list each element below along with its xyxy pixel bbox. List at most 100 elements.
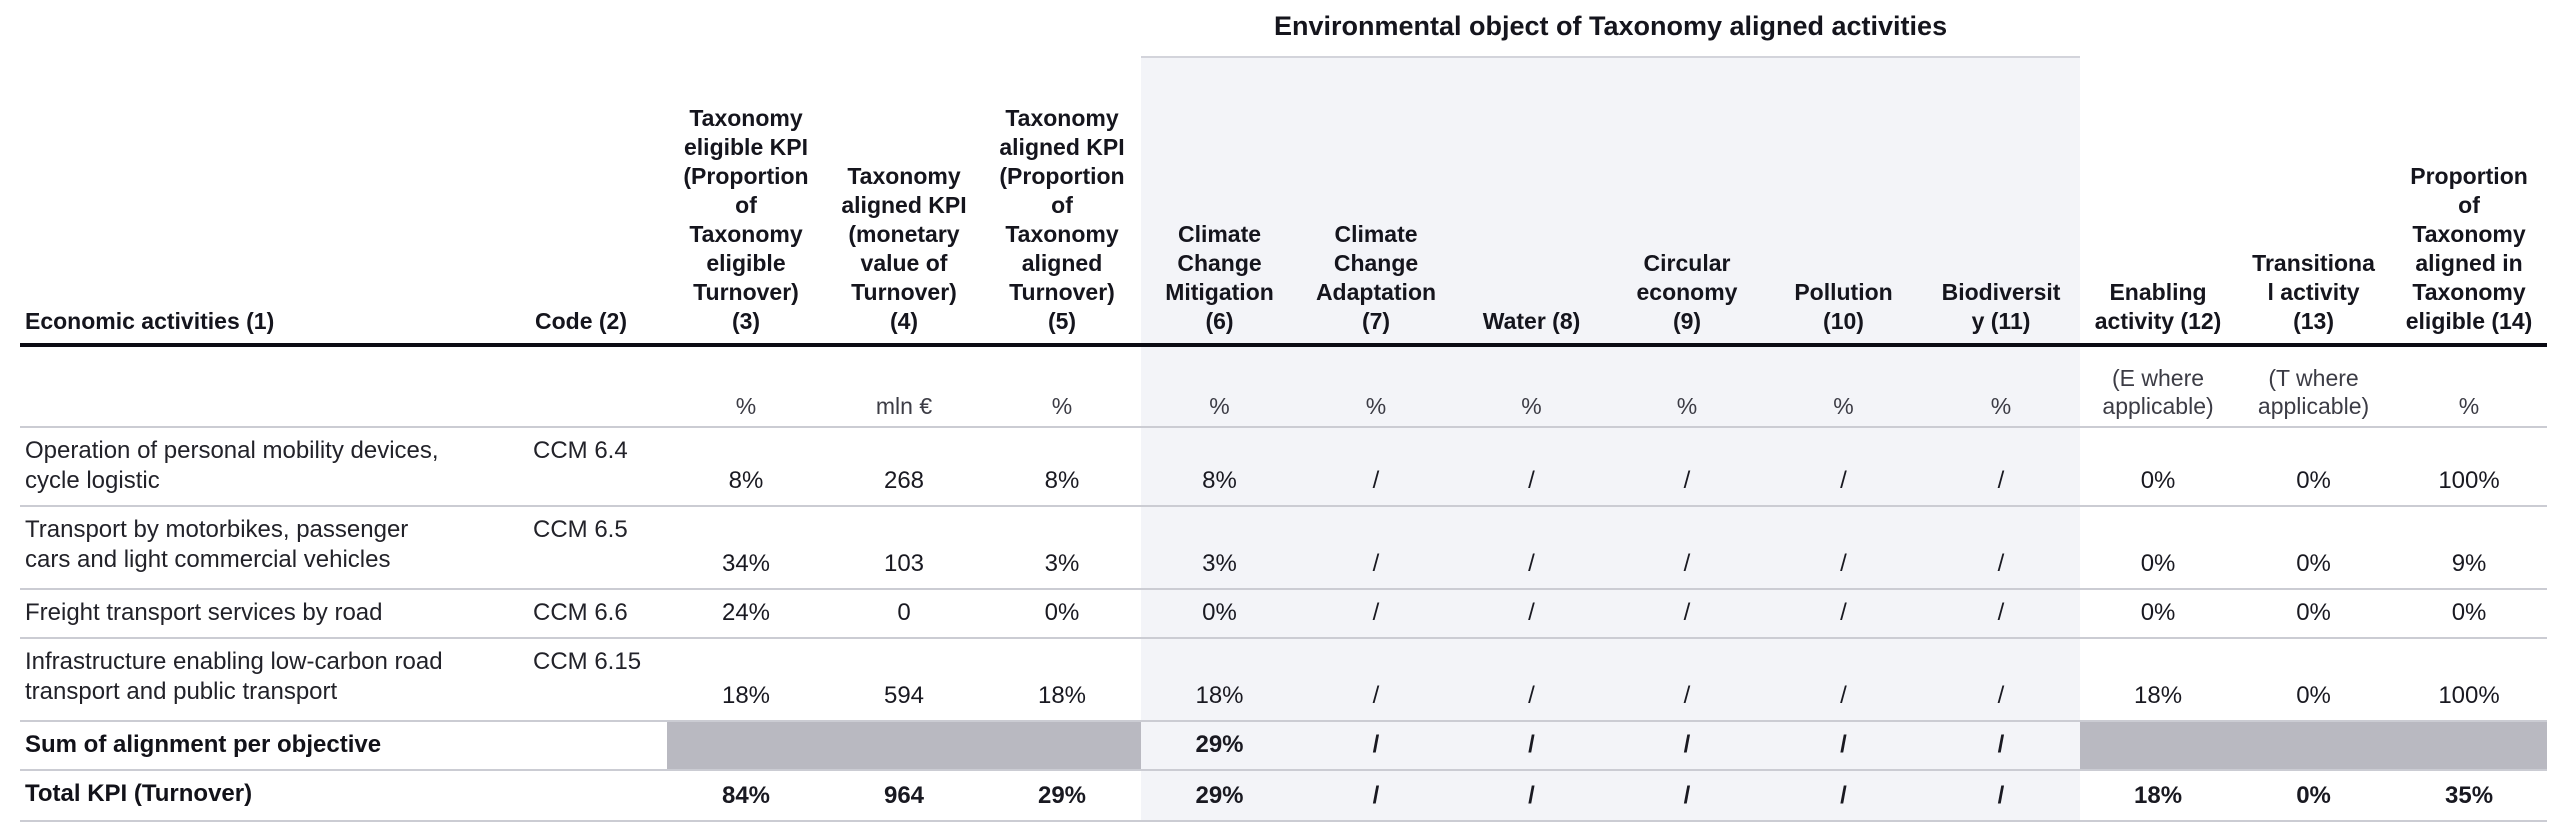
- aligned-kpi-pct-value: 18%: [983, 638, 1141, 722]
- aligned-kpi-pct-value: 8%: [983, 427, 1141, 507]
- transitional-activity-value: 0%: [2236, 638, 2392, 722]
- aligned-kpi-monetary-value: 103: [825, 506, 983, 590]
- total-row-code-cell: [530, 770, 667, 822]
- unit-activity: [20, 345, 530, 428]
- eligible-kpi-value: 24%: [667, 589, 825, 639]
- total-cca-value: /: [1298, 770, 1454, 822]
- blocked-cell-aligned-kpi-pct: [983, 721, 1141, 771]
- ccm-value: 8%: [1141, 427, 1298, 507]
- sum-circular-economy-value: /: [1609, 721, 1765, 771]
- unit-circular: %: [1609, 345, 1765, 428]
- total-kpi-row: Total KPI (Turnover) 84% 964 29% 29% / /…: [20, 770, 2548, 822]
- transitional-activity-value: 0%: [2236, 506, 2392, 590]
- header-economic-activities: Economic activities (1): [20, 57, 530, 347]
- blocked-cell-aligned-kpi-value: [825, 721, 983, 771]
- sum-ccm-value: 29%: [1141, 721, 1298, 771]
- taxonomy-kpi-table: Environmental object of Taxonomy aligned…: [20, 0, 2548, 822]
- environmental-objectives-group-title: Environmental object of Taxonomy aligned…: [1141, 0, 2081, 58]
- sum-water-value: /: [1454, 721, 1609, 771]
- unit-aligned-kpi-pct: %: [983, 345, 1141, 428]
- unit-proportion-eligible: %: [2391, 345, 2548, 428]
- header-enabling-activity: Enabling activity (12): [2080, 57, 2237, 347]
- total-transitional-activity-value: 0%: [2236, 770, 2392, 822]
- circular-economy-value: /: [1609, 427, 1765, 507]
- header-taxonomy-aligned-kpi-value: Taxonomy aligned KPI (monetary value of …: [825, 57, 983, 347]
- aligned-kpi-monetary-value: 594: [825, 638, 983, 722]
- enabling-activity-value: 0%: [2080, 506, 2237, 590]
- unit-code: [530, 345, 667, 428]
- sum-of-alignment-row: Sum of alignment per objective 29% / / /…: [20, 721, 2548, 771]
- activity-name: Operation of personal mobility devices, …: [20, 427, 530, 507]
- group-title-spacer-left: [20, 0, 1141, 57]
- header-biodiversity: Biodiversit y (11): [1922, 57, 2081, 347]
- sum-row-label: Sum of alignment per objective: [20, 721, 530, 771]
- ccm-value: 3%: [1141, 506, 1298, 590]
- aligned-kpi-pct-value: 3%: [983, 506, 1141, 590]
- header-proportion-aligned-in-eligible: Proportion of Taxonomy aligned in Taxono…: [2391, 57, 2548, 347]
- total-enabling-activity-value: 18%: [2080, 770, 2237, 822]
- activity-code: CCM 6.5: [530, 506, 667, 590]
- proportion-eligible-value: 100%: [2391, 638, 2548, 722]
- circular-economy-value: /: [1609, 506, 1765, 590]
- ccm-value: 0%: [1141, 589, 1298, 639]
- water-value: /: [1454, 506, 1609, 590]
- header-pollution: Pollution (10): [1765, 57, 1922, 347]
- blocked-cell-proportion-eligible: [2391, 721, 2548, 771]
- table-row-ccm-6-6: Freight transport services by road CCM 6…: [20, 589, 2548, 639]
- header-water: Water (8): [1454, 57, 1609, 347]
- aligned-kpi-monetary-value: 268: [825, 427, 983, 507]
- proportion-eligible-value: 9%: [2391, 506, 2548, 590]
- enabling-activity-value: 18%: [2080, 638, 2237, 722]
- aligned-kpi-monetary-value: 0: [825, 589, 983, 639]
- biodiversity-value: /: [1922, 638, 2081, 722]
- total-eligible-kpi-value: 84%: [667, 770, 825, 822]
- total-circular-economy-value: /: [1609, 770, 1765, 822]
- table-row-ccm-6-5: Transport by motorbikes, passenger cars …: [20, 506, 2548, 590]
- proportion-eligible-value: 100%: [2391, 427, 2548, 507]
- total-ccm-value: 29%: [1141, 770, 1298, 822]
- header-climate-change-adaptation: Climate Change Adaptation (7): [1298, 57, 1454, 347]
- water-value: /: [1454, 589, 1609, 639]
- unit-biodiversity: %: [1922, 345, 2081, 428]
- total-proportion-eligible-value: 35%: [2391, 770, 2548, 822]
- activity-code: CCM 6.4: [530, 427, 667, 507]
- cca-value: /: [1298, 427, 1454, 507]
- total-pollution-value: /: [1765, 770, 1922, 822]
- unit-aligned-kpi-value: mln €: [825, 345, 983, 428]
- activity-name: Transport by motorbikes, passenger cars …: [20, 506, 530, 590]
- total-aligned-kpi-monetary-value: 964: [825, 770, 983, 822]
- pollution-value: /: [1765, 638, 1922, 722]
- biodiversity-value: /: [1922, 506, 2081, 590]
- sum-biodiversity-value: /: [1922, 721, 2081, 771]
- sum-pollution-value: /: [1765, 721, 1922, 771]
- total-aligned-kpi-pct-value: 29%: [983, 770, 1141, 822]
- eligible-kpi-value: 34%: [667, 506, 825, 590]
- cca-value: /: [1298, 638, 1454, 722]
- biodiversity-value: /: [1922, 427, 2081, 507]
- activity-code: CCM 6.6: [530, 589, 667, 639]
- pollution-value: /: [1765, 506, 1922, 590]
- unit-cca: %: [1298, 345, 1454, 428]
- total-biodiversity-value: /: [1922, 770, 2081, 822]
- unit-transitional: (T where applicable): [2236, 345, 2392, 428]
- cca-value: /: [1298, 589, 1454, 639]
- transitional-activity-value: 0%: [2236, 589, 2392, 639]
- header-taxonomy-aligned-kpi-pct: Taxonomy aligned KPI (Proportion of Taxo…: [983, 57, 1141, 347]
- header-circular-economy: Circular economy (9): [1609, 57, 1765, 347]
- ccm-value: 18%: [1141, 638, 1298, 722]
- blocked-cell-transitional: [2236, 721, 2392, 771]
- blocked-cell-eligible-kpi: [667, 721, 825, 771]
- total-row-label: Total KPI (Turnover): [20, 770, 530, 822]
- proportion-eligible-value: 0%: [2391, 589, 2548, 639]
- pollution-value: /: [1765, 589, 1922, 639]
- enabling-activity-value: 0%: [2080, 589, 2237, 639]
- unit-eligible-kpi: %: [667, 345, 825, 428]
- unit-pollution: %: [1765, 345, 1922, 428]
- water-value: /: [1454, 427, 1609, 507]
- transitional-activity-value: 0%: [2236, 427, 2392, 507]
- unit-water: %: [1454, 345, 1609, 428]
- group-title-spacer-right: [2080, 0, 2548, 57]
- activity-name: Infrastructure enabling low-carbon road …: [20, 638, 530, 722]
- activity-name: Freight transport services by road: [20, 589, 530, 639]
